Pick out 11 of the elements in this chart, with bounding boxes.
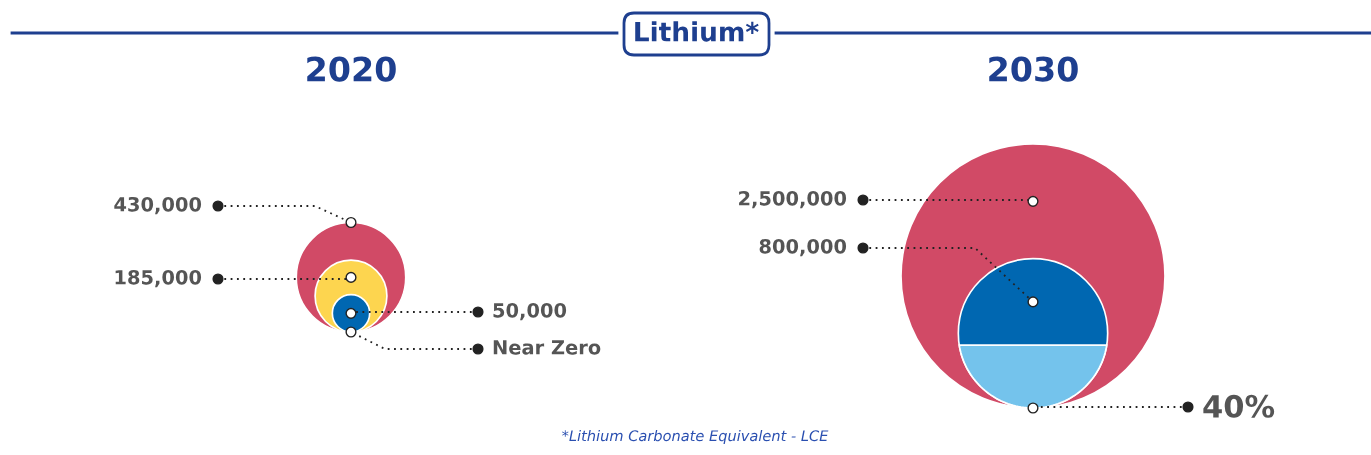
text: *Lithium Carbonate Equivalent - LCE: [562, 429, 829, 445]
text: 2020: [307, 56, 396, 82]
data-label: 40%: [1203, 394, 1275, 418]
text: 2030: [989, 56, 1078, 82]
data-label: 2,500,000: [739, 190, 847, 209]
data-label: 800,000: [759, 238, 847, 257]
data-label: 185,000: [115, 269, 202, 288]
data-label: 430,000: [114, 196, 202, 215]
text: Lithium*: [635, 21, 759, 42]
data-label: 50,000: [493, 302, 567, 321]
data-label: Near Zero: [493, 340, 601, 355]
